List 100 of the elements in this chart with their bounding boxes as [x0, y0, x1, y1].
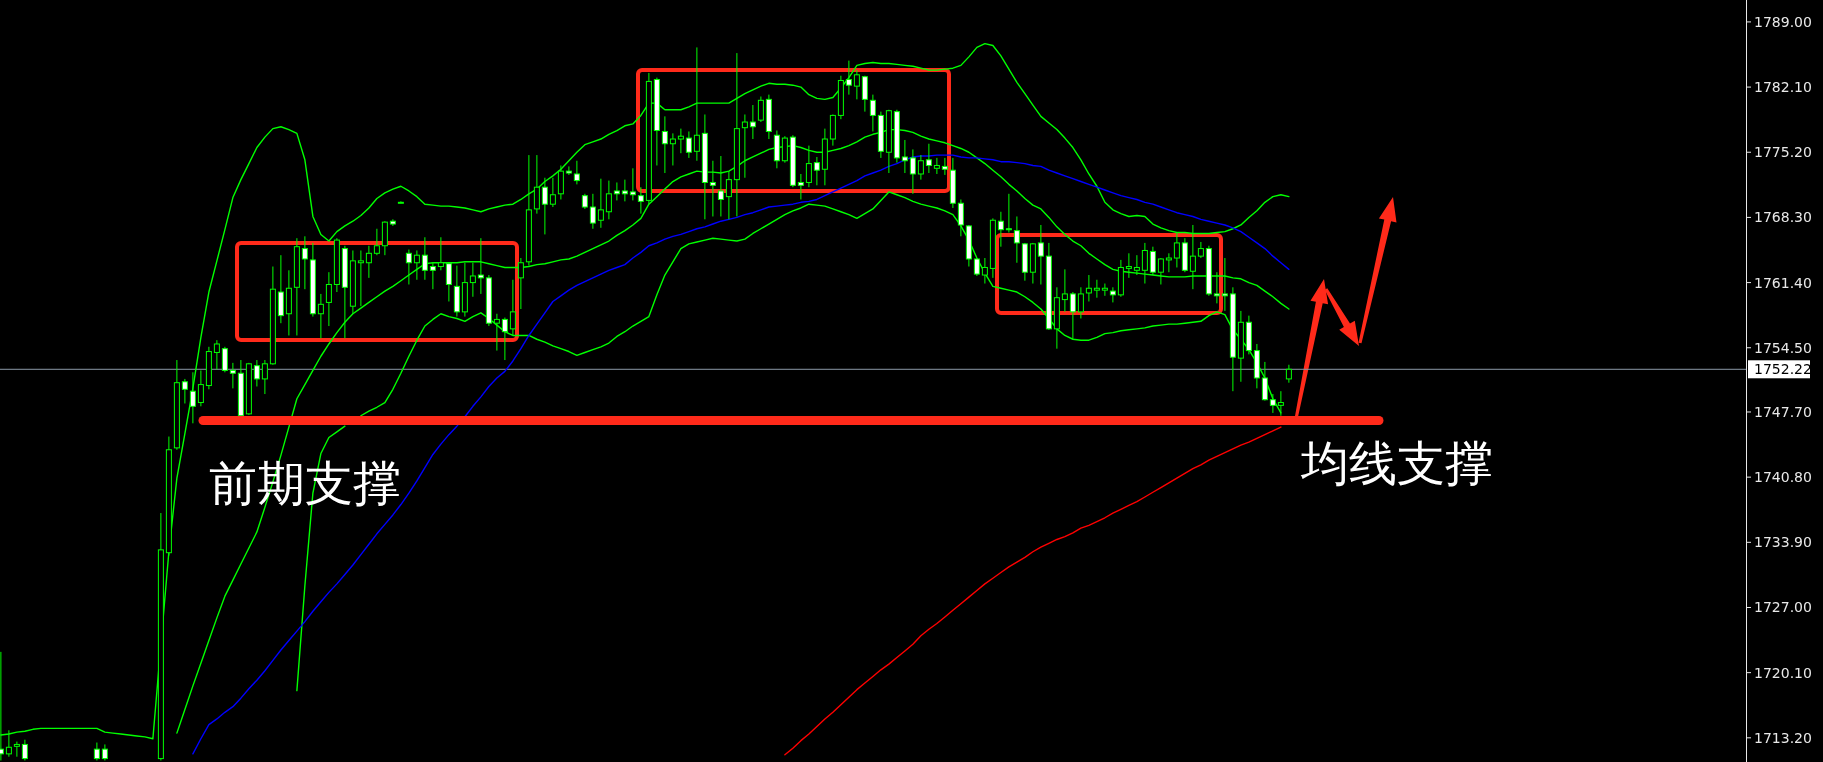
candlestick: [13, 741, 20, 758]
candlestick: [421, 236, 428, 281]
candlestick: [253, 359, 260, 387]
candlestick: [981, 257, 988, 285]
candlestick: [997, 211, 1004, 248]
candlestick: [1165, 252, 1172, 273]
candlestick: [637, 186, 644, 215]
candlestick: [277, 254, 284, 324]
y-tick-label: 1775.20: [1754, 144, 1812, 161]
y-tick-label: 1713.20: [1754, 729, 1812, 746]
candlestick: [725, 170, 732, 220]
candlestick: [1173, 232, 1180, 268]
candlestick: [541, 177, 548, 235]
candlestick: [317, 293, 324, 339]
candlestick: [805, 145, 812, 188]
candlestick: [1261, 361, 1268, 402]
candlestick: [693, 46, 700, 162]
candlestick: [1221, 257, 1228, 312]
candlestick: [621, 179, 628, 202]
candlestick: [813, 156, 820, 186]
candlestick: [573, 160, 580, 185]
candlestick: [1077, 286, 1084, 319]
candlestick: [1085, 274, 1092, 302]
candlestick: [445, 262, 452, 302]
candlestick: [853, 69, 860, 100]
candlestick: [909, 148, 916, 195]
candlestick: [933, 157, 940, 175]
candlestick: [1157, 257, 1164, 285]
candlestick: [413, 249, 420, 281]
candlestick: [669, 132, 676, 166]
candlestick: [197, 369, 204, 407]
candlestick: [533, 154, 540, 215]
y-tick-label: 1747.70: [1754, 403, 1812, 420]
y-tick-label: 1740.80: [1754, 469, 1812, 486]
candlestick: [469, 262, 476, 298]
candlestick: [477, 237, 484, 295]
candlestick: [509, 279, 516, 336]
candlestick: [717, 155, 724, 217]
y-tick-label: 1789.00: [1754, 13, 1812, 30]
candlestick: [605, 180, 612, 220]
candlestick: [213, 339, 220, 370]
candlestick: [677, 128, 684, 154]
candlestick: [493, 313, 500, 352]
candlestick: [1037, 224, 1044, 285]
ref-line-label: 1752.22: [1754, 361, 1812, 378]
candlestick: [357, 249, 364, 307]
candlestick: [1133, 254, 1140, 276]
candlestick: [429, 262, 436, 290]
candlestick: [917, 154, 924, 181]
candlestick: [549, 177, 556, 208]
y-tick-label: 1782.10: [1754, 79, 1812, 96]
candlestick: [629, 167, 636, 201]
candlestick: [1061, 268, 1068, 313]
candlestick: [749, 104, 756, 140]
candlestick: [1005, 193, 1012, 234]
candlestick: [501, 317, 508, 361]
candlestick: [781, 135, 788, 164]
candlestick: [565, 165, 572, 176]
candlestick: [757, 96, 764, 123]
candlestick: [189, 371, 196, 424]
candlestick: [557, 164, 564, 200]
candlestick: [1013, 215, 1020, 264]
candlestick: [1149, 246, 1156, 276]
line-series: [784, 426, 1282, 756]
candlestick: [229, 362, 236, 389]
candlestick: [957, 198, 964, 237]
candlestick: [613, 181, 620, 201]
candlestick: [829, 113, 836, 147]
candlestick: [261, 359, 268, 395]
y-tick-label: 1733.90: [1754, 534, 1812, 551]
candlestick: [797, 173, 804, 200]
y-tick-label: 1754.50: [1754, 339, 1812, 356]
candlestick: [325, 271, 332, 327]
candlestick: [221, 346, 228, 373]
y-tick-label: 1768.30: [1754, 209, 1812, 226]
candlestick: [1069, 291, 1076, 340]
candlestick: [709, 160, 716, 217]
candlestick: [861, 75, 868, 113]
candlestick: [589, 193, 596, 230]
candlestick: [405, 249, 412, 285]
candlestick: [517, 257, 524, 310]
candlestick: [845, 60, 852, 96]
candlestick: [381, 220, 388, 256]
candlestick: [397, 200, 404, 204]
candlestick: [901, 139, 908, 174]
y-tick-label: 1720.10: [1754, 664, 1812, 681]
candlestick: [373, 228, 380, 256]
candlestick: [21, 739, 28, 761]
candlestick: [661, 115, 668, 174]
candlestick: [1189, 224, 1196, 290]
candlestick: [1101, 283, 1108, 297]
candlestick: [1093, 279, 1100, 299]
candlestick: [1141, 242, 1148, 285]
candlestick: [597, 178, 604, 229]
y-tick-label: 1761.40: [1754, 274, 1812, 291]
candlestick: [301, 235, 308, 290]
candlestick: [1269, 393, 1276, 414]
candlestick: [365, 245, 372, 279]
candlestick: [181, 378, 188, 404]
candlestick: [869, 94, 876, 132]
